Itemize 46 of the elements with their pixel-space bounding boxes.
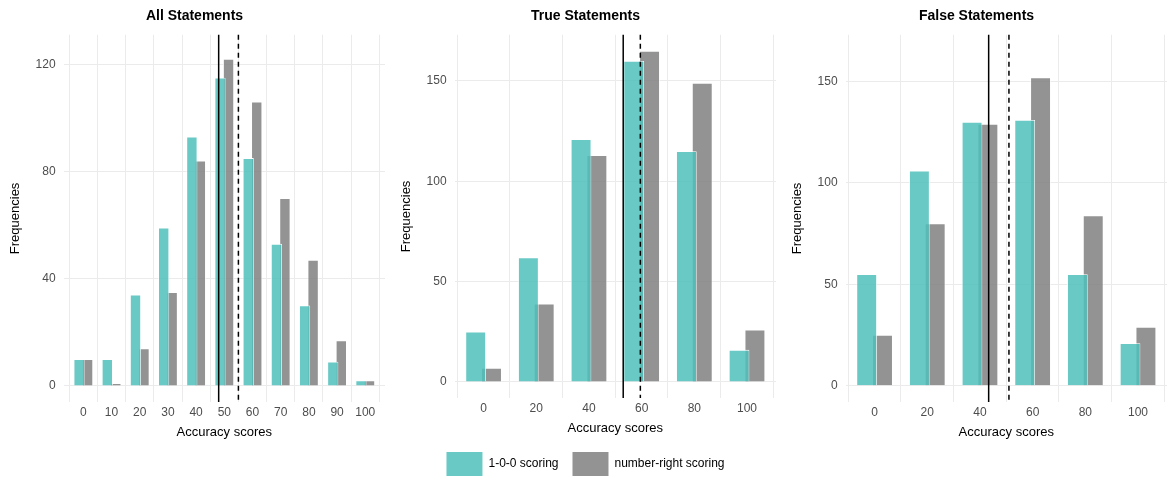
x-tick-label: 30 bbox=[161, 404, 175, 419]
y-tick-label: 0 bbox=[830, 378, 838, 393]
x-tick-label: 0 bbox=[80, 404, 88, 419]
x-tick-label: 80 bbox=[687, 400, 702, 415]
x-tick-label: 100 bbox=[1128, 404, 1149, 419]
y-tick-label: 120 bbox=[35, 56, 56, 71]
x-tick-label: 0 bbox=[871, 404, 879, 419]
x-axis-title: Accuracy scores bbox=[958, 423, 1055, 439]
x-tick-label: 0 bbox=[480, 400, 488, 415]
y-tick-label: 100 bbox=[817, 175, 838, 190]
y-tick-label: 0 bbox=[48, 378, 56, 393]
x-tick-label: 40 bbox=[189, 404, 204, 419]
x-axis-title: Accuracy scores bbox=[176, 423, 273, 439]
x-tick-label: 40 bbox=[582, 400, 596, 415]
y-tick-label: 150 bbox=[426, 73, 447, 88]
y-tick-label: 50 bbox=[433, 273, 447, 288]
y-tick-label: 80 bbox=[42, 163, 56, 178]
x-tick-label: 60 bbox=[634, 400, 649, 415]
y-tick-label: 50 bbox=[824, 276, 838, 291]
x-tick-label: 70 bbox=[274, 404, 288, 419]
y-axis-title: Frequencies bbox=[398, 180, 414, 253]
x-tick-label: 20 bbox=[529, 400, 544, 415]
y-axis-title: Frequencies bbox=[7, 182, 23, 255]
x-tick-label: 20 bbox=[133, 404, 147, 419]
x-tick-label: 60 bbox=[245, 404, 260, 419]
y-tick-label: 0 bbox=[439, 374, 447, 389]
x-tick-label: 20 bbox=[920, 404, 935, 419]
chart-title: False Statements bbox=[918, 7, 1035, 24]
y-tick-label: 100 bbox=[426, 173, 447, 188]
x-tick-label: 50 bbox=[217, 404, 232, 419]
y-tick-label: 40 bbox=[42, 271, 56, 286]
x-tick-label: 90 bbox=[330, 404, 345, 419]
x-tick-label: 100 bbox=[355, 404, 376, 419]
x-tick-label: 40 bbox=[973, 404, 987, 419]
legend-label: number-right scoring bbox=[614, 456, 725, 471]
chart-title: All Statements bbox=[145, 7, 244, 24]
y-tick-label: 150 bbox=[817, 73, 838, 88]
x-tick-label: 80 bbox=[1078, 404, 1093, 419]
x-tick-label: 100 bbox=[737, 400, 758, 415]
x-tick-label: 80 bbox=[302, 404, 316, 419]
y-axis-title: Frequencies bbox=[789, 182, 805, 255]
chart-title: True Statements bbox=[531, 7, 641, 24]
x-tick-label: 60 bbox=[1025, 404, 1040, 419]
x-tick-label: 10 bbox=[104, 404, 119, 419]
legend-label: 1-0-0 scoring bbox=[488, 456, 559, 471]
x-axis-title: Accuracy scores bbox=[567, 419, 664, 435]
